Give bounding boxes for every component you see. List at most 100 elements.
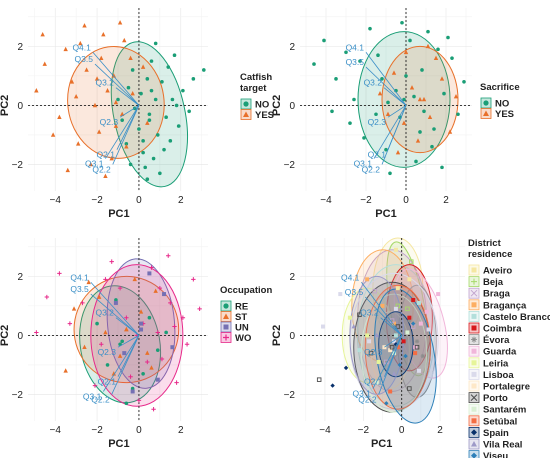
data-point — [141, 150, 145, 155]
data-point — [384, 401, 389, 406]
data-point — [462, 79, 466, 84]
series-points-re — [95, 298, 168, 406]
data-point — [157, 285, 163, 291]
data-point — [176, 124, 181, 128]
data-point — [101, 31, 106, 37]
group-mean-lisboa — [392, 339, 397, 344]
legend-title: residence — [468, 249, 512, 260]
data-point — [109, 155, 114, 161]
data-point — [405, 330, 410, 335]
legend-aveiro-key-mark — [471, 267, 477, 273]
y-axis-title: PC2 — [271, 95, 283, 116]
data-point — [136, 398, 142, 403]
data-point — [180, 315, 186, 320]
loading-arrow — [111, 335, 140, 395]
data-point — [130, 389, 135, 394]
legend-label-no: NO — [495, 99, 509, 110]
data-point — [357, 348, 362, 353]
data-point — [409, 85, 415, 90]
data-point — [128, 162, 133, 167]
legend-label-leiria: Leiria — [483, 358, 509, 369]
data-point — [155, 377, 160, 382]
legend-vila-real-key-mark — [471, 441, 477, 447]
data-point — [403, 49, 409, 55]
data-point — [413, 351, 418, 356]
legend-castelo-branco-key-mark — [471, 313, 477, 319]
data-point — [433, 55, 439, 60]
legend-label-braganca: Bragança — [483, 300, 527, 311]
group-mean-leiria — [365, 333, 370, 338]
loading-label: Q2.3 — [100, 117, 119, 127]
y-tick-label: 0 — [289, 331, 295, 342]
series-points-coimbra — [401, 297, 416, 344]
loading-arrow — [119, 105, 140, 118]
data-point — [162, 147, 166, 152]
loading-arrow — [103, 335, 140, 392]
data-point — [407, 386, 412, 391]
group-mean-yes — [417, 96, 423, 102]
x-tick-label: 2 — [443, 195, 449, 206]
loading-label: Q2.1 — [98, 377, 117, 387]
x-tick-label: 0 — [399, 425, 405, 436]
legend-label-porto: Porto — [483, 393, 508, 404]
loading-label: Q2.2 — [92, 164, 111, 174]
data-point — [155, 330, 160, 335]
data-point — [380, 77, 384, 81]
data-point — [94, 76, 100, 81]
legend-spain-key-mark — [471, 429, 477, 436]
data-point — [147, 315, 152, 320]
loading-label: Q2.2 — [91, 394, 110, 404]
x-tick-label: 0 — [136, 425, 142, 436]
data-point — [141, 371, 145, 376]
data-point — [96, 129, 102, 134]
loading-arrow — [361, 282, 403, 336]
loading-label: Q4.1 — [346, 42, 365, 52]
x-tick-label: −4 — [50, 425, 62, 436]
data-point — [158, 171, 162, 176]
legend-label-setubal: Setúbal — [483, 416, 517, 427]
data-point — [160, 79, 164, 84]
data-point — [174, 380, 179, 385]
data-point — [351, 323, 356, 329]
data-point — [388, 171, 392, 176]
legend-viseu-key-mark — [471, 452, 477, 458]
legend-porto-key-mark — [470, 394, 478, 401]
data-point — [67, 321, 73, 326]
group-mean-spain — [393, 342, 399, 347]
data-point — [139, 327, 144, 332]
data-point — [344, 50, 348, 55]
loading-arrow — [115, 87, 140, 106]
loading-arrow — [380, 317, 402, 336]
data-point — [153, 97, 158, 102]
data-point — [391, 371, 397, 376]
data-point — [426, 29, 430, 34]
data-point — [170, 345, 175, 350]
data-point — [330, 383, 335, 388]
legend-title: target — [240, 83, 267, 94]
data-point — [149, 88, 154, 93]
data-point — [352, 97, 356, 102]
data-point — [153, 288, 158, 293]
group-mean-no — [402, 97, 406, 102]
data-point — [181, 88, 185, 93]
data-point — [436, 292, 441, 297]
data-point — [149, 365, 154, 370]
legend-label-portalegre: Portalegre — [483, 382, 530, 393]
y-tick-label: −2 — [284, 160, 296, 171]
data-point — [145, 177, 150, 181]
loading-label: Q4.1 — [70, 272, 89, 282]
data-point — [63, 368, 68, 373]
loading-arrow — [117, 335, 140, 348]
loading-arrow — [381, 105, 407, 165]
loading-label: Q2.3 — [364, 347, 383, 357]
data-point — [368, 350, 374, 356]
loading-arrow — [92, 52, 140, 106]
y-tick-label: 2 — [17, 42, 23, 53]
data-point — [416, 368, 421, 373]
legend-no-key-mark — [483, 100, 489, 106]
legend-label-coimbra: Coimbra — [483, 324, 522, 335]
loading-label: Q3.5 — [75, 54, 94, 64]
